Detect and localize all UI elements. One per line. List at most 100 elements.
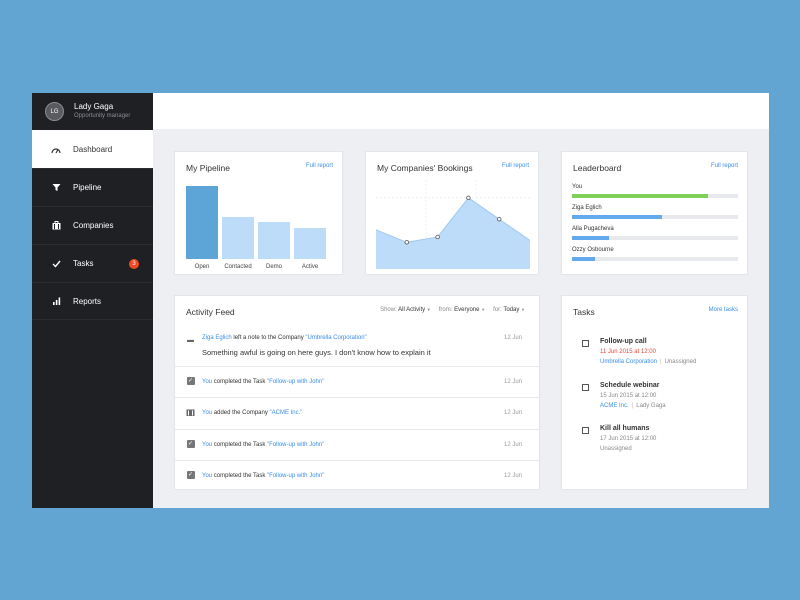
pipeline-bar[interactable]: [222, 217, 254, 259]
user-role: Opportunity manager: [74, 113, 131, 119]
sidebar-item-dashboard[interactable]: Dashboard: [32, 130, 153, 168]
card-title: My Companies' Bookings: [377, 163, 473, 173]
activity-target-link[interactable]: "Follow-up with John": [267, 379, 325, 385]
leaderboard-name: You: [572, 184, 583, 190]
leaderboard-card: Leaderboard Full report You Ziga Eglich Al…: [561, 151, 748, 275]
pipeline-card: My Pipeline Full report Open Contacted Dem…: [174, 151, 343, 275]
leaderboard-name: Ozzy Osbourne: [572, 247, 614, 253]
card-title: Activity Feed: [186, 307, 235, 317]
checkbox-icon: ✓: [186, 440, 195, 448]
activity-actor-link[interactable]: You: [202, 473, 213, 479]
activity-actor-link[interactable]: You: [202, 379, 213, 385]
pipeline-bar[interactable]: [258, 222, 290, 259]
leaderboard-row: Ziga Eglich: [572, 204, 738, 219]
bookings-line: [376, 197, 530, 243]
avatar[interactable]: LG: [45, 102, 64, 121]
tasks-count-badge: 3: [129, 259, 139, 269]
card-title: Leaderboard: [573, 163, 622, 173]
leaderboard-name: Ziga Eglich: [572, 205, 602, 211]
activity-item: ✓ You completed the Task "Follow-up with…: [175, 366, 539, 397]
building-icon: [48, 221, 64, 230]
task-assignee: Unassigned: [600, 446, 632, 452]
checkbox-icon: ✓: [186, 377, 195, 385]
chevron-down-icon: ▼: [481, 307, 486, 312]
task-due-date: 15 Jun 2015 at 12:00: [600, 393, 657, 399]
filter-show[interactable]: Show: All Activity ▼: [380, 307, 431, 313]
card-title: Tasks: [573, 307, 595, 317]
chevron-down-icon: ▼: [426, 307, 431, 312]
chevron-down-icon: ▼: [521, 307, 525, 312]
task-title[interactable]: Kill all humans: [600, 425, 650, 432]
pipeline-bar-label: Contacted: [224, 264, 252, 270]
sidebar-item-companies[interactable]: Companies: [32, 206, 153, 244]
leaderboard-row: Alla Pugacheva: [572, 225, 738, 240]
more-tasks-link[interactable]: More tasks: [708, 307, 738, 313]
building-icon: [186, 408, 195, 418]
full-report-link[interactable]: Full report: [305, 163, 333, 169]
bookings-point[interactable]: [435, 234, 440, 240]
task-item: Follow-up call 11 Jun 2015 at 12:00 Umbr…: [582, 338, 732, 368]
leaderboard-bar: [572, 257, 596, 261]
pipeline-bar[interactable]: [186, 186, 218, 259]
checkbox-icon: ✓: [186, 471, 195, 479]
filter-from[interactable]: from: Everyone ▼: [438, 307, 486, 313]
activity-item: ✓ You completed the Task "Follow-up with…: [175, 460, 539, 490]
activity-date: 12 Jun: [503, 410, 522, 416]
sidebar-item-tasks[interactable]: Tasks 3: [32, 244, 153, 282]
activity-target-link[interactable]: "Follow-up with John": [267, 473, 325, 479]
task-checkbox[interactable]: [582, 427, 589, 434]
user-profile[interactable]: LG Lady Gaga Opportunity manager: [32, 93, 153, 130]
task-checkbox[interactable]: [582, 340, 589, 347]
leaderboard-row: Ozzy Osbourne: [572, 246, 738, 261]
task-item: Kill all humans 17 Jun 2015 at 12:00 Una…: [582, 425, 732, 455]
activity-target-link[interactable]: "ACME Inc.": [269, 410, 303, 416]
card-title: My Pipeline: [186, 163, 230, 173]
leaderboard-track: [572, 257, 738, 261]
bookings-point[interactable]: [404, 240, 409, 245]
sidebar-item-label: Pipeline: [73, 183, 102, 192]
pipeline-bar-label: Active: [301, 264, 319, 270]
activity-item: You added the Company "ACME Inc." 12 Jun: [175, 397, 539, 429]
activity-target-link[interactable]: "Follow-up with John": [267, 442, 325, 448]
filter-for[interactable]: for: Today ▼: [493, 307, 525, 313]
activity-item: ✓ You completed the Task "Follow-up with…: [175, 429, 539, 460]
task-checkbox[interactable]: [582, 384, 589, 391]
full-report-link[interactable]: Full report: [501, 163, 529, 169]
task-due-date: 11 Jun 2015 at 12:00: [600, 349, 656, 355]
activity-feed-card: Activity Feed Show: All Activity ▼ from:…: [174, 295, 540, 490]
leaderboard-name: Alla Pugacheva: [572, 226, 614, 232]
sidebar-item-label: Dashboard: [73, 145, 113, 154]
bookings-card: My Companies' Bookings Full report: [365, 151, 539, 275]
activity-date: 12 Jun: [503, 379, 522, 385]
pipeline-bar[interactable]: [294, 228, 326, 259]
leaderboard-bar: [572, 236, 609, 240]
sidebar-item-pipeline[interactable]: Pipeline: [32, 168, 153, 206]
task-title[interactable]: Schedule webinar: [600, 382, 660, 389]
task-title[interactable]: Follow-up call: [600, 338, 647, 345]
pipeline-bar-label: Demo: [265, 264, 282, 270]
activity-actor-link[interactable]: You: [202, 442, 213, 448]
activity-filters: Show: All Activity ▼ from: Everyone ▼ fo…: [380, 307, 525, 313]
leaderboard-row: You: [572, 183, 738, 198]
task-company-link[interactable]: Umbrella Corporation: [600, 359, 658, 365]
leaderboard-bar: [572, 194, 709, 198]
activity-actor-link[interactable]: You: [202, 410, 213, 416]
leaderboard-track: [572, 215, 738, 219]
full-report-link[interactable]: Full report: [710, 163, 738, 169]
activity-date: 12 Jun: [503, 442, 522, 448]
sidebar-item-label: Companies: [73, 221, 114, 230]
checkmark-icon: [48, 260, 64, 268]
bookings-point[interactable]: [466, 195, 471, 200]
activity-date: 12 Jun: [503, 335, 522, 341]
activity-actor-link[interactable]: Ziga Eglich: [202, 335, 232, 341]
pipeline-bar-label: Open: [194, 264, 210, 270]
task-company-link[interactable]: ACME Inc.: [600, 403, 629, 409]
activity-target-link[interactable]: "Umbrella Corporation": [305, 335, 367, 341]
leaderboard-track: [572, 236, 738, 240]
sidebar-item-reports[interactable]: Reports: [32, 282, 153, 320]
task-due-date: 17 Jun 2015 at 12:00: [600, 436, 657, 442]
note-icon: ▬: [187, 337, 194, 344]
top-bar: [153, 93, 769, 129]
user-name: Lady Gaga: [74, 102, 114, 111]
bookings-point[interactable]: [496, 216, 502, 222]
